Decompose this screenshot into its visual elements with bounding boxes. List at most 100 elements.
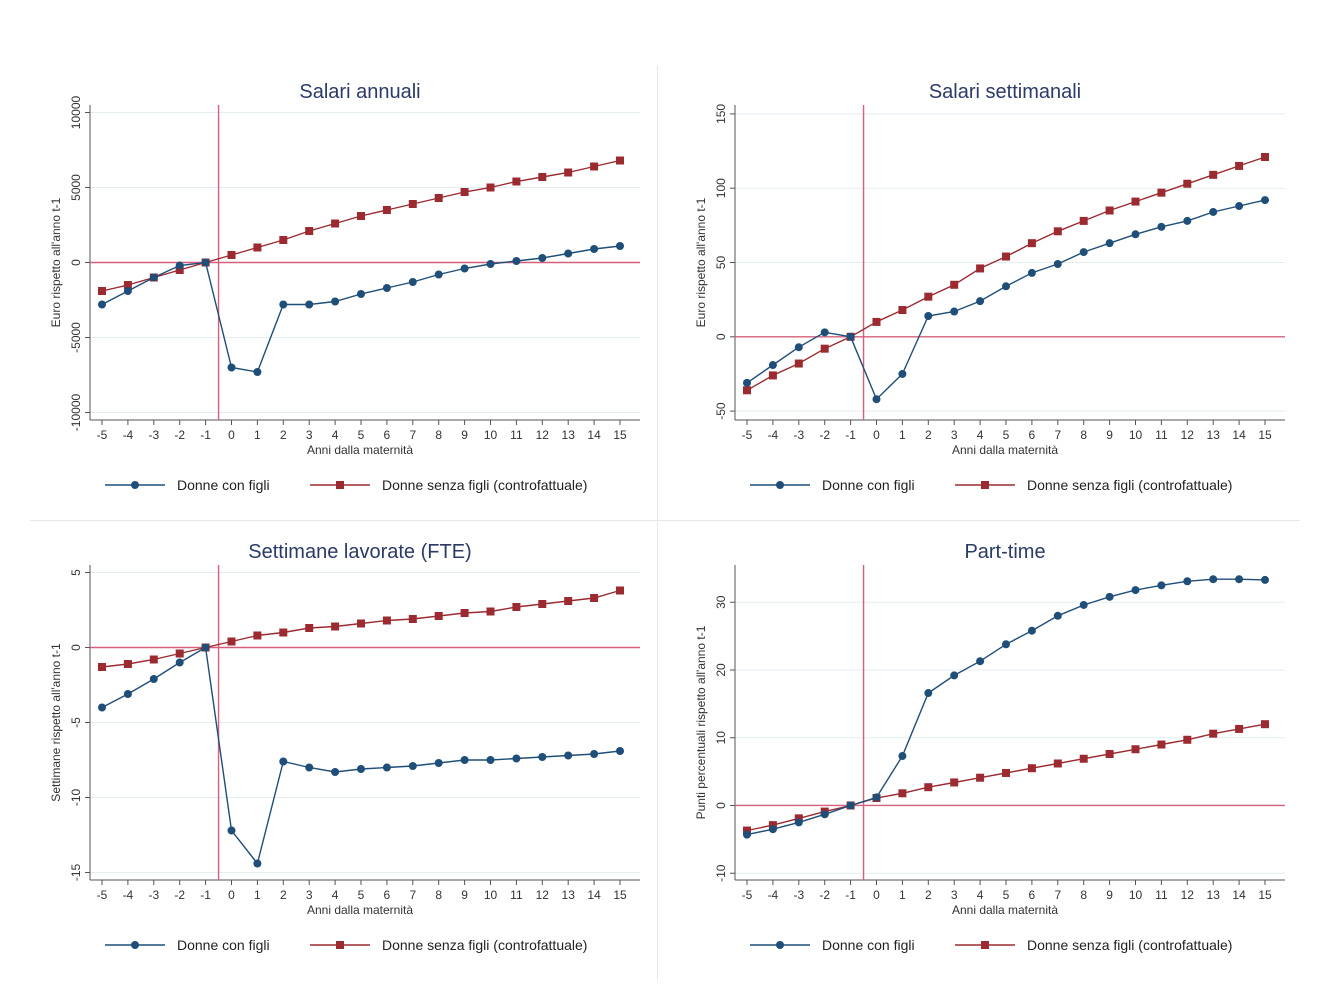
data-point <box>590 162 599 171</box>
y-tick-label: 10 <box>714 731 728 745</box>
data-point <box>590 594 599 602</box>
data-point <box>1235 724 1244 733</box>
x-tick-label: 9 <box>461 888 468 902</box>
data-point <box>590 245 599 253</box>
data-point <box>1235 202 1244 211</box>
data-point <box>924 311 933 320</box>
x-axis-label: Anni dalla maternità <box>952 903 1058 917</box>
x-tick-label: 0 <box>873 888 880 902</box>
x-tick-label: -2 <box>819 428 830 442</box>
data-point <box>1183 577 1192 586</box>
x-tick-label: 5 <box>358 888 365 902</box>
legend-label-donne-con-figli: Donne con figli <box>822 477 915 493</box>
x-tick-label: 3 <box>306 428 313 442</box>
data-point <box>564 597 573 605</box>
x-tick-label: 7 <box>409 428 416 442</box>
chart-title: Salari settimanali <box>929 81 1081 103</box>
x-tick-label: -3 <box>148 428 159 442</box>
data-point <box>950 671 959 680</box>
x-tick-label: 15 <box>1258 888 1272 902</box>
legend-label-donne-senza-figli: Donne senza figli (controfattuale) <box>1027 477 1232 493</box>
data-point <box>1261 575 1269 584</box>
data-point <box>794 359 803 368</box>
data-point <box>331 219 340 228</box>
x-tick-label: 3 <box>951 888 958 902</box>
data-point <box>98 703 106 712</box>
data-point <box>768 825 777 834</box>
data-point <box>253 859 262 868</box>
data-point <box>382 616 391 625</box>
data-point <box>279 628 288 637</box>
data-point <box>768 821 777 830</box>
data-point <box>201 643 210 652</box>
data-point <box>1002 640 1010 649</box>
chart-settimane-lavorate: Settimane lavorate (FTE) -15 -10 -5 0 5 -5 -4 -3… <box>0 525 640 995</box>
data-point <box>768 371 777 380</box>
data-point <box>460 188 469 196</box>
data-point <box>253 631 262 640</box>
data-point <box>512 754 521 763</box>
data-point <box>331 297 340 306</box>
x-tick-label: 15 <box>613 888 627 902</box>
data-point <box>846 801 855 810</box>
chart-salari-annuali: Salari annuali -10000 -5000 0 5000 10000 -5 -4-… <box>0 65 640 535</box>
x-tick-label: 13 <box>1207 428 1221 442</box>
data-point <box>1105 592 1114 601</box>
x-tick-label: 9 <box>461 428 468 442</box>
data-point <box>1261 720 1269 729</box>
data-point <box>1027 764 1036 773</box>
data-point <box>279 300 288 309</box>
x-tick-label: -1 <box>200 428 211 442</box>
data-point <box>1131 745 1140 754</box>
x-tick-label: -1 <box>200 888 211 902</box>
data-point <box>538 173 547 181</box>
data-point <box>305 763 314 772</box>
legend-label-donne-con-figli: Donne con figli <box>177 477 270 493</box>
y-tick-label: -15 <box>69 864 83 882</box>
data-point <box>357 290 365 298</box>
data-point <box>512 177 521 186</box>
x-tick-label: 2 <box>280 428 287 442</box>
data-point <box>1105 206 1114 215</box>
legend-marker-donne-senza-figli <box>981 481 989 489</box>
data-point <box>1002 282 1010 291</box>
data-point <box>357 212 365 220</box>
data-point <box>590 750 599 758</box>
data-point <box>1027 268 1036 277</box>
y-tick-label: 0 <box>69 644 83 651</box>
x-tick-label: 8 <box>1080 888 1087 902</box>
data-point <box>743 830 751 839</box>
x-tick-label: -2 <box>174 888 185 902</box>
x-tick-label: 10 <box>484 888 498 902</box>
data-point <box>382 284 391 292</box>
data-point <box>253 368 262 376</box>
chart-title: Part-time <box>964 541 1045 563</box>
data-point <box>564 249 573 258</box>
data-point <box>227 826 236 835</box>
x-tick-label: 12 <box>1181 888 1195 902</box>
x-tick-label: -4 <box>123 428 134 442</box>
data-point <box>1079 216 1088 225</box>
data-point <box>1183 179 1192 188</box>
y-tick-label: 0 <box>69 259 83 266</box>
data-point <box>924 292 933 301</box>
legend-label-donne-senza-figli: Donne senza figli (controfattuale) <box>1027 937 1232 953</box>
data-point <box>950 778 959 787</box>
data-point <box>616 156 624 165</box>
x-tick-label: 15 <box>1258 428 1272 442</box>
data-point <box>1002 252 1010 261</box>
data-point <box>1209 207 1218 216</box>
chart-title: Settimane lavorate (FTE) <box>248 541 471 563</box>
data-point <box>1002 768 1010 777</box>
y-tick-label: -10 <box>714 864 728 882</box>
x-tick-label: 1 <box>899 888 906 902</box>
x-tick-label: 0 <box>873 428 880 442</box>
data-point <box>820 344 829 353</box>
data-point <box>1053 227 1062 236</box>
data-point <box>98 300 106 309</box>
data-point <box>357 619 365 628</box>
data-point <box>305 227 314 235</box>
y-axis-label: Euro rispetto all'anno t-1 <box>49 197 63 327</box>
data-point <box>98 663 106 671</box>
